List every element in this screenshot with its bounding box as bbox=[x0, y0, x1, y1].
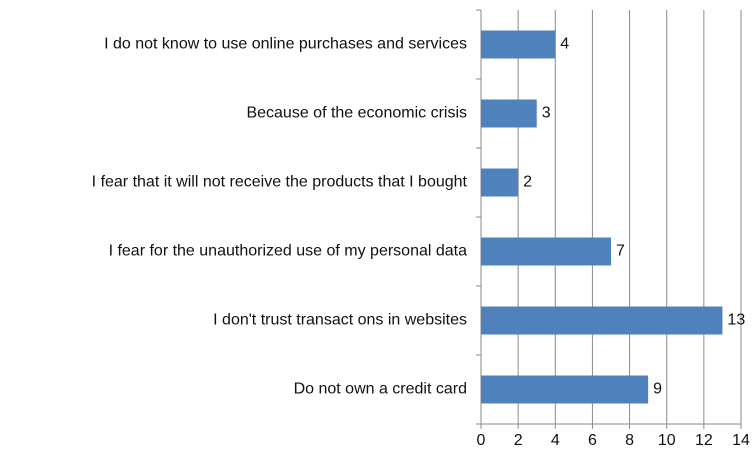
bar bbox=[481, 99, 537, 128]
x-tick-label: 4 bbox=[551, 432, 560, 449]
bar bbox=[481, 237, 611, 266]
y-tick-label: Because of the economic crisis bbox=[246, 105, 467, 122]
y-tick-label: I don't trust transact ons in websites bbox=[213, 312, 467, 329]
data-label: 2 bbox=[523, 174, 532, 191]
x-tick-label: 6 bbox=[588, 432, 597, 449]
bar bbox=[481, 30, 556, 59]
data-label: 7 bbox=[616, 243, 625, 260]
y-tick-label: I fear that it will not receive the prod… bbox=[92, 174, 468, 191]
y-tick-label: I do not know to use online purchases an… bbox=[104, 36, 467, 53]
x-tick-label: 0 bbox=[477, 432, 486, 449]
x-tick-label: 8 bbox=[625, 432, 634, 449]
bar bbox=[481, 168, 519, 197]
y-tick-label: Do not own a credit card bbox=[294, 381, 467, 398]
y-tick-label: I fear for the unauthorized use of my pe… bbox=[109, 243, 468, 260]
bar bbox=[481, 306, 723, 335]
data-label: 13 bbox=[727, 312, 745, 329]
x-tick-label: 14 bbox=[732, 432, 750, 449]
x-tick-label: 12 bbox=[695, 432, 713, 449]
data-label: 9 bbox=[653, 381, 662, 398]
bar bbox=[481, 375, 649, 404]
data-label: 3 bbox=[542, 105, 551, 122]
x-tick-label: 10 bbox=[658, 432, 676, 449]
data-label: 4 bbox=[560, 36, 569, 53]
x-tick-label: 2 bbox=[514, 432, 523, 449]
